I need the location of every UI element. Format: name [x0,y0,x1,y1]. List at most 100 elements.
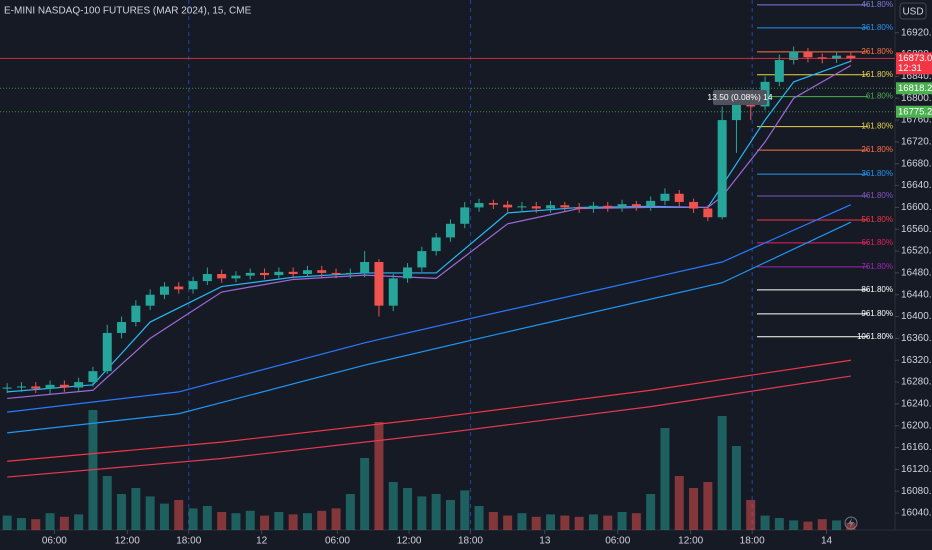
candle-body [317,270,327,273]
volume-bar [31,519,41,530]
volume-bar [832,520,842,530]
candle-body [174,286,184,290]
volume-bar [260,515,270,530]
fib-label: 861.80% [861,285,893,294]
fib-label: 61.80% [866,92,893,101]
candle-body [31,386,41,389]
y-tick-label: 16480.00 [901,268,932,279]
candle-body [331,272,341,275]
y-tick-label: 16280.00 [901,377,932,388]
fib-label: 161.80% [861,70,893,79]
volume-bar [731,446,741,530]
currency-box[interactable] [899,2,927,20]
candle-body [603,205,613,208]
candle-body [488,203,498,205]
volume-bar [302,513,312,530]
candle-body [131,305,141,323]
x-tick-label: 12 [256,536,268,547]
tooltip-box [713,90,767,105]
candle-body [417,251,427,268]
candle-body [431,237,441,252]
candle-body [474,203,484,208]
candle-body [531,206,541,209]
candle-body [689,201,699,209]
price-label-box [896,82,932,95]
volume-bar [817,519,827,530]
candle-body [717,120,727,218]
x-tick-label: 13 [539,536,551,547]
candle-body [260,272,270,276]
volume-bar [345,494,355,530]
fib-label: 361.80% [861,23,893,32]
candle-body [617,204,627,208]
candle-body [2,387,12,389]
volume-bar [474,506,484,530]
volume-bar [703,482,713,530]
volume-bar [217,512,227,530]
candle-body [746,103,756,107]
volume-bar [59,516,69,530]
y-tick-label: 16120.00 [901,464,932,475]
fib-label: 961.80% [861,309,893,318]
candle-body [74,382,84,388]
currency: USD [902,7,923,18]
lightning-icon[interactable] [844,516,858,530]
candle-body [560,205,570,208]
x-tick-label: 18:00 [176,536,201,547]
candle-body [159,286,169,295]
volume-bar [760,515,770,530]
candle-body [145,294,155,306]
candle-body [703,208,713,218]
volume-bar [517,513,527,530]
candle-body [517,206,527,208]
volume-bar [503,515,513,530]
candle-body [345,272,355,275]
candle-body [588,205,598,209]
candle-body [546,205,556,209]
y-tick-label: 16040.00 [901,508,932,519]
candle-body [102,332,112,372]
volume-bar [803,521,813,530]
volume-bar [388,482,398,530]
moving-average [7,359,851,462]
candle-body [503,204,513,208]
candle-body [302,270,312,275]
candle-body [674,193,684,202]
y-tick-label: 16560.00 [901,224,932,235]
volume-bar [102,476,112,530]
candle-body [374,261,384,306]
fib-label: 661.80% [861,238,893,247]
y-tick-label: 16720.00 [901,137,932,148]
volume-bar [159,503,169,530]
fib-label: 261.80% [861,47,893,56]
candle-body [403,267,413,279]
y-tick-label: 16520.00 [901,246,932,257]
volume-bar [417,496,427,530]
moving-average [7,221,852,434]
candle-body [803,51,813,58]
candle-body [288,271,298,275]
candle-body [445,223,455,238]
volume-bar [374,422,384,530]
volume-bar [445,500,455,530]
y-tick-label: 16160.00 [901,442,932,453]
y-tick-label: 16640.00 [901,180,932,191]
volume-bar [717,416,727,530]
x-tick-label: 06:00 [325,536,350,547]
volume-bar [574,516,584,530]
volume-bar [746,500,756,530]
moving-average [7,204,852,413]
volume-bar [617,512,627,530]
candle-body [646,200,656,207]
volume-bar [174,500,184,530]
price-label: 16873.00 [898,53,932,64]
volume-bar [560,515,570,530]
candle-body [274,271,284,276]
y-tick-label: 16360.00 [901,333,932,344]
candle-body [388,278,398,306]
fib-label: 1061.80% [857,332,893,341]
y-tick-label: 16440.00 [901,289,932,300]
candle-body [660,193,670,201]
